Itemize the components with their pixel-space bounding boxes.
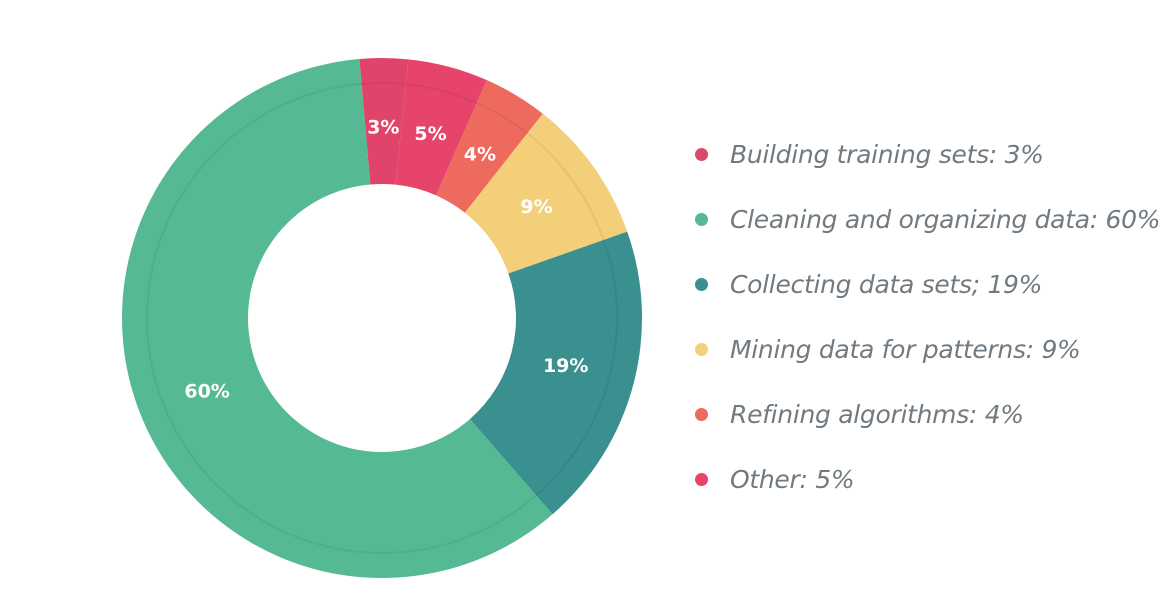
slice-1 <box>395 59 487 196</box>
donut-inner-ring <box>146 82 618 554</box>
legend-label: Other: 5% <box>730 465 855 494</box>
donut-chart: 3% 5% 4% 9% 19% 60% <box>121 58 642 578</box>
legend-swatch <box>695 213 708 226</box>
slice-4 <box>469 231 642 515</box>
slice-0 <box>359 58 409 185</box>
legend-item: Refining algorithms: 4% <box>695 382 1160 447</box>
legend-item: Cleaning and organizing data: 60% <box>695 187 1160 252</box>
legend-swatch <box>695 473 708 486</box>
slice-labels: 3% 5% 4% 9% 19% 60% <box>184 117 588 403</box>
legend-label: Mining data for patterns: 9% <box>730 335 1081 364</box>
legend-label: Building training sets: 3% <box>730 140 1044 169</box>
donut-slices <box>121 58 642 578</box>
chart-legend: Building training sets: 3% Cleaning and o… <box>695 122 1160 512</box>
slice-label-4: 19% <box>543 355 588 377</box>
slice-label-5: 60% <box>184 381 229 403</box>
legend-item: Other: 5% <box>695 447 1160 512</box>
legend-label: Cleaning and organizing data: 60% <box>730 205 1161 234</box>
legend-label: Refining algorithms: 4% <box>730 400 1024 429</box>
slice-3 <box>464 113 628 274</box>
legend-item: Building training sets: 3% <box>695 122 1160 187</box>
legend-swatch <box>695 343 708 356</box>
legend-item: Mining data for patterns: 9% <box>695 317 1160 382</box>
slice-2 <box>436 80 543 213</box>
slice-label-2: 4% <box>464 144 496 166</box>
legend-swatch <box>695 408 708 421</box>
legend-swatch <box>695 148 708 161</box>
slice-label-3: 9% <box>520 196 552 218</box>
slice-label-1: 5% <box>414 123 446 145</box>
slice-label-0: 3% <box>367 117 399 139</box>
slice-5 <box>121 58 553 578</box>
legend-item: Collecting data sets; 19% <box>695 252 1160 317</box>
legend-label: Collecting data sets; 19% <box>730 270 1043 299</box>
legend-swatch <box>695 278 708 291</box>
